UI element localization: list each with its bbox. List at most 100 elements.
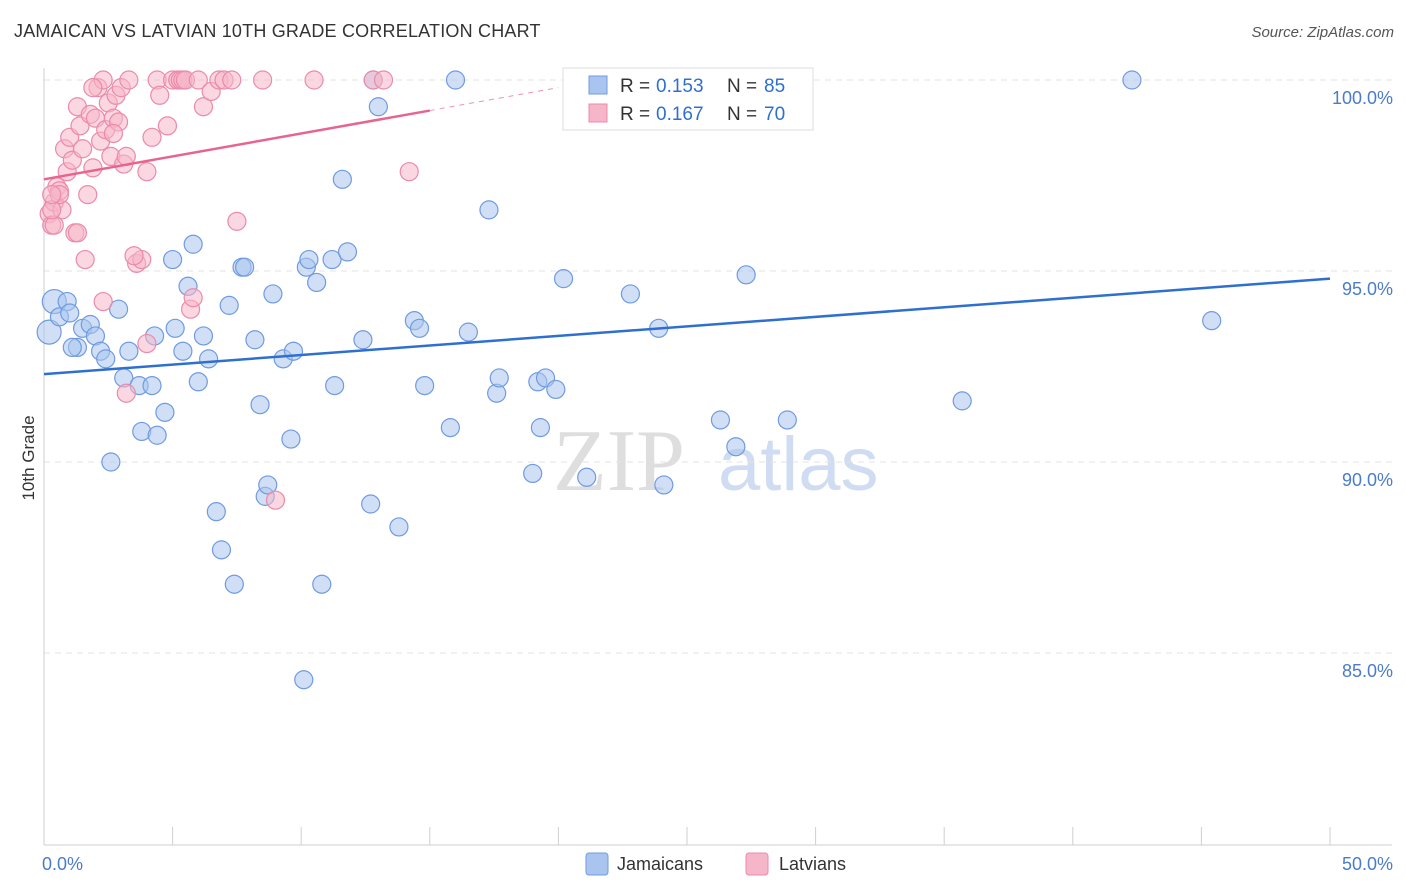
jamaican-point — [142, 376, 162, 396]
jamaican-point — [546, 379, 566, 400]
jamaican-point — [155, 402, 175, 422]
jamaican-point — [710, 410, 731, 430]
jamaican-point — [307, 272, 327, 293]
jamaican-point — [337, 242, 358, 262]
legend-box: R = 0.153 N = 85 R = 0.167 N = 70 — [562, 67, 814, 131]
latvian-point — [304, 70, 324, 90]
jamaican-point — [183, 234, 203, 254]
jamaican-point — [245, 330, 265, 350]
jamaican-point — [62, 337, 82, 357]
jamaican-point — [294, 670, 314, 690]
jamaican-point — [258, 475, 278, 495]
latvian-point — [93, 291, 113, 312]
latvian-point — [67, 223, 88, 243]
latvian-point — [72, 139, 93, 159]
y-axis-label: 10th Grade — [19, 415, 38, 500]
latvian-point — [193, 97, 214, 117]
bottom-legend: Jamaicans Latvians — [585, 852, 846, 876]
latvian-point — [150, 85, 170, 105]
jamaican-point — [777, 410, 797, 430]
jamaican-point — [219, 295, 239, 315]
jamaican-point — [173, 341, 193, 361]
jamaican-point — [361, 494, 381, 514]
legend-n-value-jamaicans: 85 — [764, 76, 785, 97]
bottom-legend-label-latvians: Latvians — [779, 854, 846, 874]
legend-swatch-latvians — [588, 103, 608, 123]
jamaican-point — [620, 284, 641, 304]
watermark-atlas: atlas — [718, 422, 879, 507]
legend-swatch-jamaicans — [588, 75, 608, 95]
trend-line-latvians — [43, 109, 431, 181]
y-tick-label: 100.0% — [1332, 88, 1393, 108]
bottom-legend-swatch-latvians — [745, 852, 769, 876]
latvian-point — [119, 70, 139, 90]
jamaican-point — [312, 574, 332, 594]
jamaican-point — [147, 425, 167, 445]
latvian-point — [83, 78, 103, 98]
gridlines — [44, 79, 1392, 654]
latvian-point — [399, 162, 419, 182]
jamaican-point — [199, 349, 219, 369]
y-tick-label: 95.0% — [1342, 279, 1393, 299]
jamaican-point — [235, 257, 255, 277]
jamaican-point — [726, 437, 746, 457]
legend-r-value-jamaicans: 0.153 — [656, 76, 704, 97]
jamaican-point — [325, 376, 345, 396]
latvian-point — [253, 70, 273, 90]
jamaican-point — [332, 169, 352, 189]
jamaican-point — [1122, 70, 1142, 90]
latvian-point — [75, 249, 95, 270]
latvian-point — [142, 127, 162, 147]
latvian-point — [116, 383, 136, 403]
jamaican-point — [206, 502, 226, 522]
trend-line-jamaicans — [43, 277, 1331, 376]
source-label: Source: ZipAtlas.com — [1251, 24, 1394, 41]
jamaican-point — [283, 341, 304, 361]
series-jamaicans-points — [36, 70, 1222, 690]
y-tick-labels: 85.0% 90.0% 95.0% 100.0% — [1332, 88, 1393, 681]
jamaican-point — [163, 249, 183, 270]
jamaican-point — [445, 70, 466, 90]
latvian-point — [188, 70, 208, 90]
y-tick-label: 85.0% — [1342, 661, 1393, 681]
latvian-point — [183, 288, 203, 308]
jamaican-point — [440, 418, 460, 438]
jamaican-point — [188, 372, 208, 392]
jamaican-point — [36, 319, 62, 345]
trend-lines — [43, 87, 1331, 376]
jamaican-point — [322, 249, 342, 270]
jamaican-point — [458, 322, 478, 342]
bottom-legend-label-jamaicans: Jamaicans — [617, 854, 703, 874]
latvian-point — [227, 211, 247, 231]
jamaican-point — [530, 418, 550, 438]
legend-n-label-jamaicans: N = — [727, 76, 757, 97]
jamaican-point — [119, 341, 139, 361]
latvian-point — [124, 246, 144, 266]
series-latvians-points — [39, 70, 419, 510]
latvian-point — [137, 333, 157, 354]
jamaican-point — [577, 467, 597, 487]
jamaican-point — [165, 318, 185, 338]
jamaican-point — [250, 395, 270, 415]
jamaican-point — [281, 429, 301, 449]
legend-n-label-latvians: N = — [727, 104, 757, 125]
jamaican-point — [299, 249, 319, 270]
bottom-legend-swatch-jamaicans — [585, 852, 609, 876]
latvian-point — [157, 116, 178, 136]
x-tick-label: 0.0% — [42, 854, 83, 874]
latvian-point — [103, 123, 124, 144]
jamaican-point — [736, 265, 756, 285]
jamaican-point — [101, 452, 121, 472]
latvian-point — [78, 185, 98, 205]
jamaican-point — [523, 463, 543, 484]
chart-title: JAMAICAN VS LATVIAN 10TH GRADE CORRELATI… — [14, 21, 541, 41]
jamaican-point — [389, 517, 409, 537]
jamaican-point — [1202, 311, 1222, 331]
trend-line-latvians-extension — [429, 87, 559, 112]
jamaican-point — [409, 318, 430, 338]
jamaican-point — [553, 269, 574, 289]
jamaican-point — [479, 200, 499, 220]
latvian-point — [265, 490, 286, 510]
jamaican-point — [654, 475, 674, 495]
jamaican-point — [368, 97, 388, 117]
